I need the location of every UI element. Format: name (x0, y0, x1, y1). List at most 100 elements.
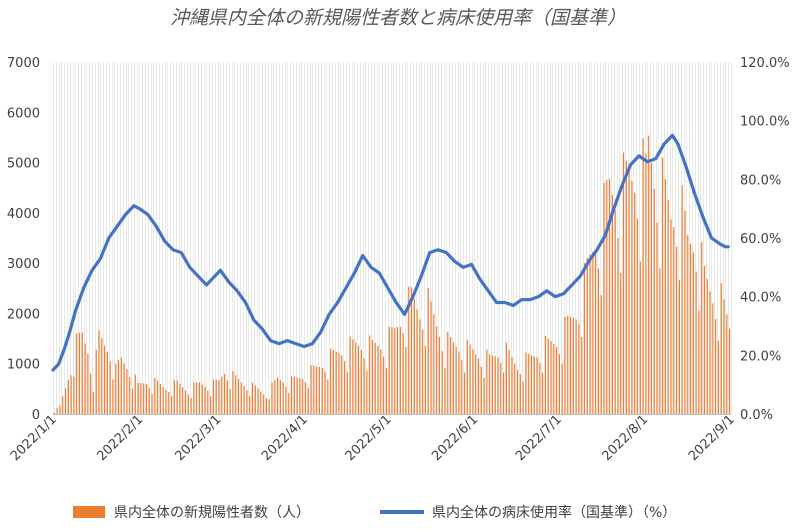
bar (64, 388, 67, 414)
bar (207, 390, 209, 414)
bar (687, 235, 689, 414)
bar (556, 346, 558, 414)
bar (645, 153, 647, 414)
bar (550, 341, 552, 414)
bar (157, 380, 159, 414)
bar (302, 379, 304, 414)
bar (106, 351, 108, 414)
bar (427, 288, 429, 414)
bar (56, 408, 58, 414)
bar (673, 226, 675, 414)
bar (726, 314, 728, 414)
bar (260, 391, 262, 414)
bar (59, 405, 61, 414)
bar (653, 188, 655, 414)
bar (494, 356, 496, 414)
bar (165, 389, 167, 414)
y-right-tick-label: 100.0% (740, 115, 790, 130)
bar (436, 326, 438, 414)
bar (603, 182, 605, 414)
bar (681, 185, 683, 414)
bar (631, 181, 633, 414)
bar (480, 366, 482, 414)
bar (505, 342, 507, 414)
bar (307, 388, 309, 414)
bar (720, 283, 722, 414)
bar (332, 349, 334, 414)
y-left-tick-label: 7000 (7, 56, 40, 71)
y-right-tick-label: 20.0% (740, 349, 781, 364)
bar (131, 388, 134, 414)
bar (221, 376, 223, 414)
bar (224, 373, 226, 414)
bar (706, 278, 708, 414)
y-left-tick-label: 2000 (7, 307, 40, 322)
bar (162, 386, 164, 414)
bar (617, 238, 619, 414)
bar (413, 298, 415, 414)
bar (67, 379, 69, 414)
bar (346, 371, 348, 414)
bar (374, 342, 376, 414)
bar (237, 378, 240, 414)
bar (154, 378, 156, 414)
bar (90, 373, 92, 414)
bar (290, 376, 293, 414)
bar (123, 363, 125, 414)
bar (522, 381, 524, 414)
bar (703, 265, 706, 414)
bar (424, 346, 427, 414)
bar (402, 333, 404, 414)
x-tick-label: 2022/7/1 (513, 412, 565, 464)
bar (592, 251, 594, 414)
bar (352, 339, 354, 414)
bar (723, 299, 725, 414)
bar (371, 339, 374, 414)
bar (489, 354, 491, 414)
bar (341, 355, 343, 414)
bar (53, 412, 55, 414)
bar (656, 222, 658, 414)
bar (639, 261, 641, 414)
bar (335, 351, 337, 414)
x-tick-label: 2022/5/1 (343, 412, 395, 464)
bar (533, 356, 535, 414)
y-left-tick-label: 1000 (7, 358, 40, 373)
bar (572, 317, 574, 414)
bar (143, 383, 145, 414)
bar (461, 360, 463, 414)
bar (405, 347, 407, 414)
bar (369, 335, 371, 414)
bar (170, 396, 173, 414)
bar (539, 362, 541, 414)
bar (628, 169, 630, 414)
bar (410, 287, 413, 414)
bar (561, 363, 563, 414)
bar (408, 286, 410, 414)
y-left-tick-label: 6000 (7, 106, 40, 121)
bar (536, 357, 538, 414)
bar (184, 390, 187, 414)
legend-bar-swatch (73, 506, 105, 518)
bar (717, 340, 720, 414)
bar (500, 362, 502, 414)
bar (84, 343, 86, 414)
bar (285, 386, 287, 414)
bar (304, 382, 307, 414)
bar (586, 257, 588, 414)
x-tick-label: 2022/6/1 (429, 412, 481, 464)
bar (268, 399, 270, 414)
bar (279, 380, 281, 414)
bar (525, 352, 527, 414)
bar (642, 138, 644, 414)
chart-title: 沖縄県内全体の新規陽性者数と病床使用率（国基準） (170, 7, 626, 29)
bar (455, 346, 457, 414)
bar (463, 372, 466, 414)
bar (701, 242, 703, 414)
bar (173, 380, 175, 414)
bar (145, 383, 148, 414)
bar (614, 210, 616, 414)
bar (95, 349, 97, 414)
bar (394, 328, 396, 414)
